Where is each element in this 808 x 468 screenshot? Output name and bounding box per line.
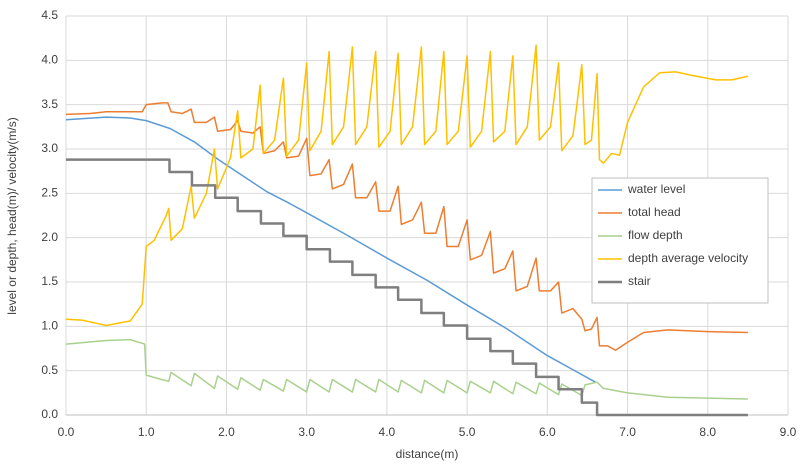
- legend-label: depth average velocity: [628, 251, 748, 265]
- legend-label: water level: [627, 182, 685, 196]
- x-tick-label: 4.0: [379, 425, 396, 439]
- y-tick-label: 1.5: [41, 274, 58, 288]
- y-tick-label: 4.5: [41, 8, 58, 22]
- x-tick-label: 6.0: [539, 425, 556, 439]
- series-line: [66, 158, 748, 417]
- series-line: [65, 338, 748, 400]
- legend-label: flow depth: [628, 228, 683, 242]
- x-tick-label: 7.0: [619, 425, 636, 439]
- legend-label: total head: [628, 205, 681, 219]
- y-tick-label: 4.0: [41, 53, 58, 67]
- y-tick-label: 3.5: [41, 97, 58, 111]
- x-tick-label: 9.0: [780, 425, 797, 439]
- x-axis-label: distance(m): [396, 447, 459, 461]
- x-tick-label: 0.0: [58, 425, 75, 439]
- legend-label: stair: [628, 274, 651, 288]
- y-tick-label: 0.0: [41, 407, 58, 421]
- y-axis-label: level or depth, head(m)/ velocity(m/s): [5, 117, 19, 314]
- series-line: [65, 116, 596, 383]
- x-tick-label: 2.0: [218, 425, 235, 439]
- x-tick-label: 1.0: [138, 425, 155, 439]
- x-tick-label: 8.0: [699, 425, 716, 439]
- series-line: [65, 44, 749, 327]
- y-tick-label: 2.0: [41, 230, 58, 244]
- y-tick-label: 1.0: [41, 319, 58, 333]
- x-tick-label: 3.0: [298, 425, 315, 439]
- y-tick-label: 2.5: [41, 186, 58, 200]
- y-tick-label: 3.0: [41, 141, 58, 155]
- plot-lines: [65, 44, 749, 417]
- series-line: [65, 102, 748, 352]
- tick-labels: 0.0 0.5 1.0 1.5 2.0 2.5 3.0 3.5 4.0 4.5 0.0 1.0 2.0 3…: [41, 8, 796, 439]
- legend: water level total head flow depth depth ave…: [591, 177, 769, 304]
- y-tick-label: 0.5: [41, 363, 58, 377]
- grid: [65, 15, 789, 416]
- x-tick-label: 5.0: [459, 425, 476, 439]
